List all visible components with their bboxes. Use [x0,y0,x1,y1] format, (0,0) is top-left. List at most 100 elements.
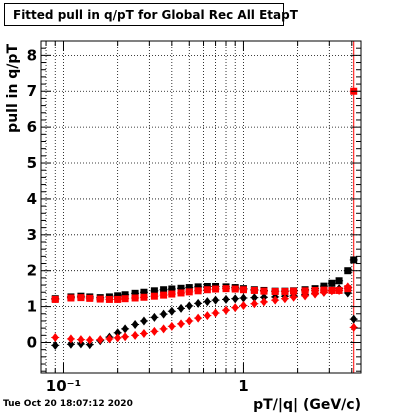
data-point [212,308,220,318]
data-point [328,286,336,296]
data-point [86,340,94,350]
data-point [311,289,319,299]
tick-labels: 0 1 2 3 4 5 6 7 8 10⁻¹ 1 [27,46,249,395]
grid-lines [41,41,361,373]
data-point [51,332,59,342]
data-point [281,288,289,296]
data-point [114,333,122,343]
data-point [51,295,59,303]
data-point [239,286,247,294]
data-point [131,294,139,302]
data-point [177,289,185,297]
data-point [140,329,148,339]
y-tick-label: 5 [27,154,37,172]
data-point [185,288,193,296]
data-point [185,284,193,292]
data-point [77,294,85,302]
data-point [96,295,104,303]
data-point [344,282,352,292]
x-axis-title: pT/|q| (GeV/c) [253,397,361,413]
data-point [203,311,211,321]
data-point [67,339,75,349]
data-point [231,294,239,304]
plot-frame [40,40,362,374]
y-tick-label: 7 [27,82,37,100]
data-point [77,335,85,345]
data-point [177,284,185,292]
data-point [131,320,139,330]
data-point [194,283,202,291]
data-point [350,314,358,324]
data-point [140,316,148,326]
data-point [177,303,185,313]
data-point [150,312,158,322]
data-point [168,306,176,316]
data-point [203,286,211,294]
data-point [260,297,268,307]
data-point [281,294,289,304]
timestamp-footer: Tue Oct 20 18:07:12 2020 [3,399,133,409]
data-point [320,287,328,297]
data-point [160,309,168,319]
data-point [168,321,176,331]
data-point [131,330,139,340]
data-point [194,287,202,295]
data-point [350,256,358,264]
data-point [177,319,185,329]
data-point [160,291,168,299]
data-point [212,285,220,293]
data-point [86,335,94,345]
data-marks [51,87,358,350]
data-point [212,295,220,305]
data-point [121,324,129,334]
data-point [105,334,113,344]
data-point [290,292,298,302]
y-tick-label: 2 [27,262,37,280]
series-3 [51,282,358,345]
data-point [160,324,168,334]
y-tick-label: 4 [27,190,37,208]
data-point [96,335,104,345]
data-point [260,287,268,295]
data-point [185,316,193,326]
data-point [121,291,129,299]
chart-title-box: Fitted pull in q/pT for Global Rec All E… [4,3,298,26]
y-tick-label: 3 [27,226,37,244]
data-point [250,286,258,294]
series-0 [51,256,358,303]
data-point [140,288,148,296]
data-point [86,294,94,302]
y-tick-label: 0 [27,333,37,351]
data-point [290,287,298,295]
y-tick-label: 8 [27,46,37,64]
data-point [203,297,211,307]
data-point [271,295,279,305]
data-point [239,293,247,303]
data-point [222,305,230,315]
data-point [150,292,158,300]
data-point [328,279,336,287]
data-point [239,301,247,311]
y-tick-label: 6 [27,118,37,136]
data-point [160,286,168,294]
data-point [51,340,59,350]
data-point [271,288,279,296]
data-point [114,295,122,303]
data-point [140,293,148,301]
x-tick-label: 1 [238,377,248,395]
y-axis-title: pull in q/pT [5,44,21,133]
data-point [150,287,158,295]
data-point [114,328,122,338]
axis-ticks [41,40,361,373]
data-point [335,285,343,295]
data-point [231,303,239,313]
data-point [320,282,328,290]
data-point [250,293,258,303]
data-point [185,301,193,311]
data-point [168,285,176,293]
data-point [335,277,343,285]
data-point [168,290,176,298]
data-point [194,298,202,308]
data-point [121,295,129,303]
